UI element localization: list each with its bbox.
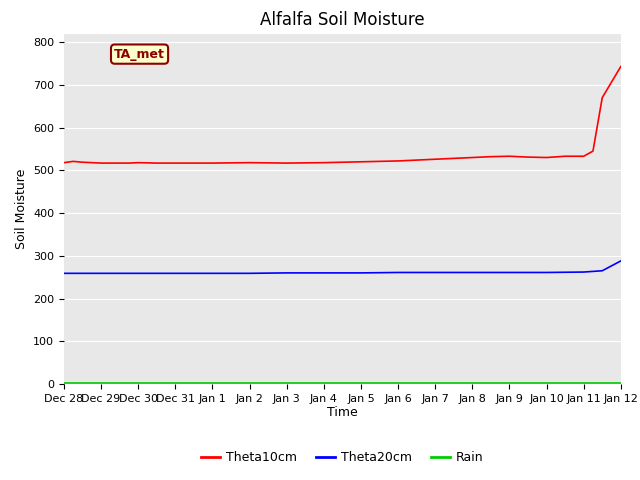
Theta10cm (580, 154, 588, 159)
Theta10cm (506, 154, 513, 159)
Theta20cm (320, 270, 328, 276)
Theta20cm (60, 270, 68, 276)
Theta20cm (97, 270, 105, 276)
Theta10cm (172, 160, 179, 166)
Theta10cm (60, 160, 68, 166)
Theta10cm (190, 160, 198, 166)
Theta10cm (209, 160, 216, 166)
Theta10cm (589, 148, 596, 154)
Theta10cm (79, 159, 86, 165)
Theta10cm (487, 154, 495, 159)
Theta10cm (450, 156, 458, 161)
Theta20cm (543, 270, 550, 276)
Theta20cm (134, 270, 142, 276)
Theta20cm (394, 270, 402, 276)
Theta10cm (106, 160, 115, 166)
Theta10cm (394, 158, 402, 164)
Theta10cm (561, 154, 569, 159)
Theta10cm (320, 160, 328, 166)
X-axis label: Time: Time (327, 407, 358, 420)
Theta20cm (283, 270, 291, 276)
Theta20cm (617, 258, 625, 264)
Theta10cm (468, 155, 476, 160)
Theta10cm (69, 158, 77, 164)
Theta10cm (153, 160, 161, 166)
Legend: Theta10cm, Theta20cm, Rain: Theta10cm, Theta20cm, Rain (196, 446, 488, 469)
Theta10cm (524, 154, 532, 160)
Theta10cm (283, 160, 291, 166)
Theta10cm (125, 160, 133, 166)
Theta10cm (88, 160, 96, 166)
Theta10cm (357, 159, 365, 165)
Theta20cm (580, 269, 588, 275)
Theta10cm (116, 160, 124, 166)
Title: Alfalfa Soil Moisture: Alfalfa Soil Moisture (260, 11, 425, 29)
Theta10cm (543, 155, 550, 160)
Theta20cm (172, 270, 179, 276)
Theta20cm (246, 270, 253, 276)
Theta10cm (617, 64, 625, 70)
Line: Theta10cm: Theta10cm (64, 67, 621, 163)
Theta10cm (97, 160, 105, 166)
Text: TA_met: TA_met (114, 48, 165, 60)
Theta20cm (209, 270, 216, 276)
Theta20cm (468, 270, 476, 276)
Theta20cm (431, 270, 439, 276)
Theta20cm (598, 268, 606, 274)
Theta10cm (598, 95, 606, 101)
Theta10cm (431, 156, 439, 162)
Theta20cm (357, 270, 365, 276)
Theta10cm (134, 160, 142, 166)
Y-axis label: Soil Moisture: Soil Moisture (15, 168, 28, 249)
Theta20cm (506, 270, 513, 276)
Line: Theta20cm: Theta20cm (64, 261, 621, 273)
Theta10cm (246, 160, 253, 166)
Theta10cm (413, 157, 420, 163)
